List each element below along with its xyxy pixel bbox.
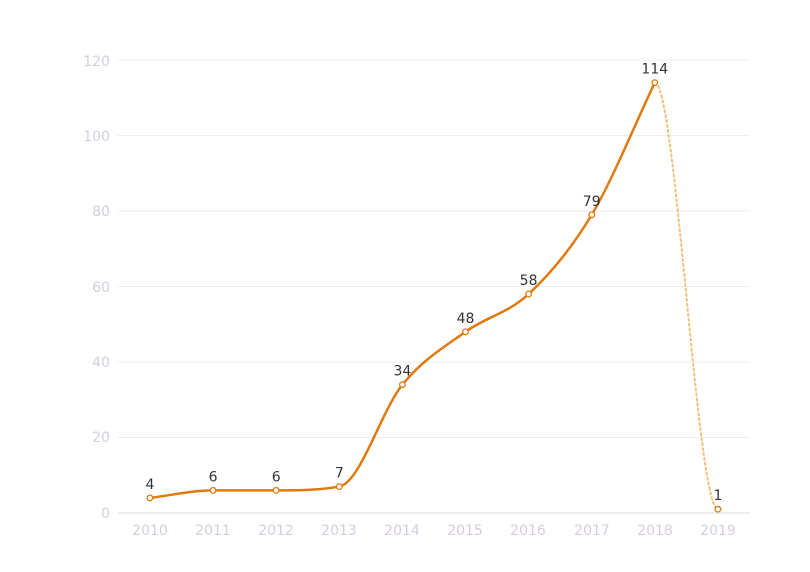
- data-point: [209, 486, 217, 494]
- x-axis: 2010 2011 2012 2013 2014 2015 2016 2017 …: [118, 512, 750, 539]
- data-point: [588, 211, 596, 219]
- y-tick-label: 100: [83, 129, 110, 145]
- data-point: [272, 486, 280, 494]
- y-axis: 0 20 40 60 80 100 120: [83, 54, 110, 522]
- y-tick-label: 20: [92, 430, 110, 446]
- series-line: [148, 81, 657, 500]
- data-markers: [146, 79, 722, 513]
- data-point: [398, 381, 406, 389]
- x-tick-label: 2010: [132, 523, 168, 539]
- y-tick-label: 120: [83, 54, 110, 70]
- data-label: 58: [520, 273, 538, 289]
- series-line-dashed: [653, 81, 719, 511]
- data-label: 48: [457, 311, 475, 327]
- x-tick-label: 2011: [195, 523, 231, 539]
- data-point: [335, 483, 343, 491]
- y-tick-label: 40: [92, 355, 110, 371]
- data-label: 34: [393, 364, 411, 380]
- x-tick-label: 2013: [321, 523, 357, 539]
- y-tick-label: 80: [92, 204, 110, 220]
- data-point: [462, 328, 469, 336]
- x-tick-label: 2015: [447, 523, 483, 539]
- data-label: 79: [583, 194, 601, 210]
- y-tick-label: 0: [101, 506, 110, 522]
- data-label: 7: [335, 466, 344, 482]
- data-label: 114: [641, 62, 668, 78]
- x-tick-label: 2012: [258, 523, 294, 539]
- x-tick-label: 2019: [700, 523, 736, 539]
- x-tick-label: 2017: [574, 523, 610, 539]
- data-label: 6: [209, 469, 218, 485]
- data-labels: 4 6 6 7 34 48 58 79 114 1: [146, 62, 723, 505]
- data-point: [651, 79, 659, 87]
- grid-lines: [118, 59, 750, 438]
- data-label: 1: [713, 488, 722, 504]
- data-point: [146, 494, 154, 502]
- x-tick-label: 2016: [510, 523, 546, 539]
- data-label: 4: [146, 477, 155, 493]
- y-tick-label: 60: [92, 280, 110, 296]
- data-label: 6: [272, 469, 281, 485]
- data-point: [525, 290, 533, 298]
- x-tick-label: 2014: [384, 523, 420, 539]
- x-tick-label: 2018: [637, 523, 673, 539]
- data-point: [714, 505, 722, 513]
